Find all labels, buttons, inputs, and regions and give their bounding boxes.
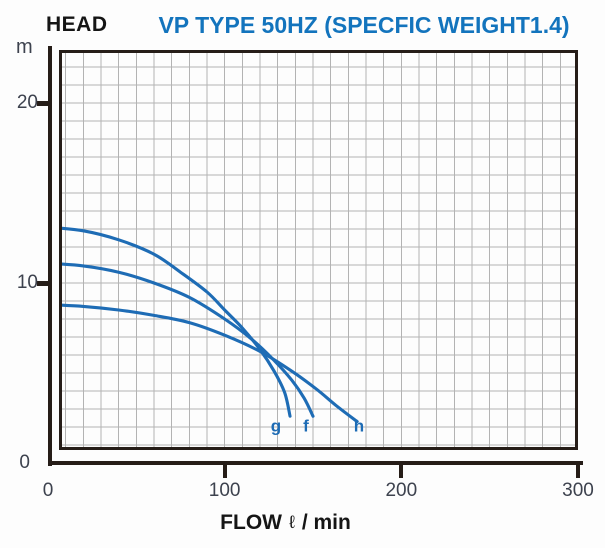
- curve-label-h: h: [354, 417, 364, 436]
- curve-label-f: f: [303, 417, 309, 436]
- y-tick-mark-10: [37, 281, 48, 286]
- curve-h: [62, 303, 359, 424]
- x-tick-mark-200: [399, 462, 404, 478]
- x-axis-title: FLOW ℓ / min: [160, 511, 411, 535]
- x-tick-label-300: 300: [562, 480, 594, 501]
- flow-per-text: / min: [301, 511, 351, 534]
- y-axis-unit-label: m: [16, 36, 33, 58]
- x-tick-mark-100: [222, 462, 227, 478]
- x-tick-mark-300: [576, 462, 580, 478]
- flow-unit-symbol: ℓ: [288, 512, 295, 532]
- curve-g: [62, 226, 292, 418]
- x-tick-label-0: 0: [42, 480, 54, 501]
- y-axis-line: [48, 46, 52, 466]
- chart-title: VP TYPE 50HZ (SPECFIC WEIGHT1.4): [158, 12, 570, 38]
- curve-label-g: g: [271, 417, 281, 436]
- y-tick-label-10: 10: [16, 272, 38, 293]
- y-tick-label-20: 20: [16, 92, 38, 113]
- x-tick-label-100: 100: [208, 480, 241, 501]
- curve-f: [62, 262, 315, 418]
- flow-word: FLOW: [220, 511, 282, 534]
- y-tick-label-0: 0: [19, 452, 30, 473]
- x-tick-label-200: 200: [385, 480, 418, 501]
- y-tick-mark-20: [37, 101, 48, 106]
- grid-layer: [62, 53, 575, 447]
- y-axis-title: HEAD: [46, 13, 108, 36]
- x-axis-line: [48, 461, 583, 465]
